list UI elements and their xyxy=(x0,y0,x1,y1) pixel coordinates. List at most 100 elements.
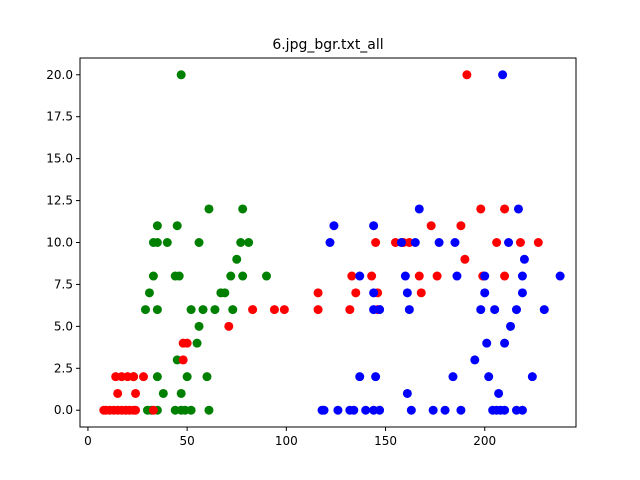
data-point xyxy=(470,355,480,365)
data-point xyxy=(192,338,202,348)
data-point xyxy=(414,271,424,281)
data-point xyxy=(351,288,361,298)
data-point xyxy=(371,238,381,247)
data-point xyxy=(396,238,406,247)
data-point xyxy=(515,238,525,247)
data-point xyxy=(140,305,150,315)
data-point xyxy=(131,405,141,415)
data-point xyxy=(371,372,381,382)
data-point xyxy=(375,405,385,415)
y-tick-label: 0.0 xyxy=(54,403,73,417)
data-point xyxy=(261,271,271,281)
data-point xyxy=(533,238,543,247)
data-point xyxy=(152,238,162,247)
data-point xyxy=(176,70,186,80)
data-points xyxy=(99,70,565,415)
data-point xyxy=(152,305,162,315)
data-point xyxy=(400,271,410,281)
data-point xyxy=(186,305,196,315)
data-point xyxy=(462,70,472,80)
data-point xyxy=(220,288,230,298)
data-point xyxy=(329,221,339,231)
data-point xyxy=(456,405,466,415)
data-point xyxy=(500,271,510,281)
data-point xyxy=(226,271,236,281)
data-point xyxy=(410,238,420,247)
data-point xyxy=(480,271,490,281)
data-point xyxy=(313,288,323,298)
data-point xyxy=(402,388,412,398)
data-point xyxy=(500,204,510,214)
data-point xyxy=(204,405,214,415)
data-point xyxy=(416,288,426,298)
data-point xyxy=(369,221,379,231)
x-tick-label: 100 xyxy=(275,434,298,448)
data-point xyxy=(539,305,549,315)
data-point xyxy=(313,305,323,315)
data-point xyxy=(367,271,377,281)
data-point xyxy=(476,305,486,315)
data-point xyxy=(494,388,504,398)
y-tick-label: 2.5 xyxy=(54,361,73,375)
data-point xyxy=(434,238,444,247)
data-point xyxy=(490,305,500,315)
data-point xyxy=(224,321,234,331)
data-point xyxy=(448,372,458,382)
data-point xyxy=(476,204,486,214)
data-point xyxy=(152,221,162,231)
data-point xyxy=(279,305,289,315)
data-point xyxy=(178,355,188,365)
data-point xyxy=(517,405,527,415)
data-point xyxy=(232,254,242,264)
data-point xyxy=(511,305,521,315)
data-point xyxy=(517,271,527,281)
data-point xyxy=(138,372,148,382)
data-point xyxy=(198,305,208,315)
data-point xyxy=(194,238,204,247)
y-tick-label: 17.5 xyxy=(46,110,73,124)
data-point xyxy=(248,305,258,315)
data-point xyxy=(498,70,508,80)
data-point xyxy=(500,338,510,348)
data-point xyxy=(355,372,365,382)
data-point xyxy=(482,338,492,348)
data-point xyxy=(406,405,416,415)
data-point xyxy=(174,271,184,281)
data-point xyxy=(452,271,462,281)
data-point xyxy=(527,372,537,382)
data-point xyxy=(129,372,139,382)
data-point xyxy=(404,305,414,315)
x-tick-label: 0 xyxy=(84,434,92,448)
data-point xyxy=(414,204,424,214)
data-point xyxy=(162,238,172,247)
data-point xyxy=(238,204,248,214)
x-tick-label: 50 xyxy=(179,434,194,448)
data-point xyxy=(504,238,514,247)
y-tick-label: 12.5 xyxy=(46,194,73,208)
data-point xyxy=(176,388,186,398)
data-point xyxy=(460,254,470,264)
data-point xyxy=(186,405,196,415)
data-point xyxy=(152,372,162,382)
x-tick-label: 200 xyxy=(473,434,496,448)
data-point xyxy=(492,238,502,247)
data-point xyxy=(228,305,238,315)
data-point xyxy=(202,372,212,382)
data-point xyxy=(347,271,357,281)
data-point xyxy=(375,305,385,315)
chart-title: 6.jpg_bgr.txt_all xyxy=(272,37,383,53)
data-point xyxy=(148,405,158,415)
y-tick-label: 20.0 xyxy=(46,68,73,82)
y-tick-label: 7.5 xyxy=(54,277,73,291)
data-point xyxy=(182,372,192,382)
data-point xyxy=(182,338,192,348)
data-point xyxy=(148,271,158,281)
x-tick-label: 150 xyxy=(374,434,397,448)
data-point xyxy=(440,405,450,415)
data-point xyxy=(432,271,442,281)
data-point xyxy=(194,321,204,331)
y-tick-label: 10.0 xyxy=(46,236,73,250)
data-point xyxy=(428,405,438,415)
data-point xyxy=(500,405,510,415)
